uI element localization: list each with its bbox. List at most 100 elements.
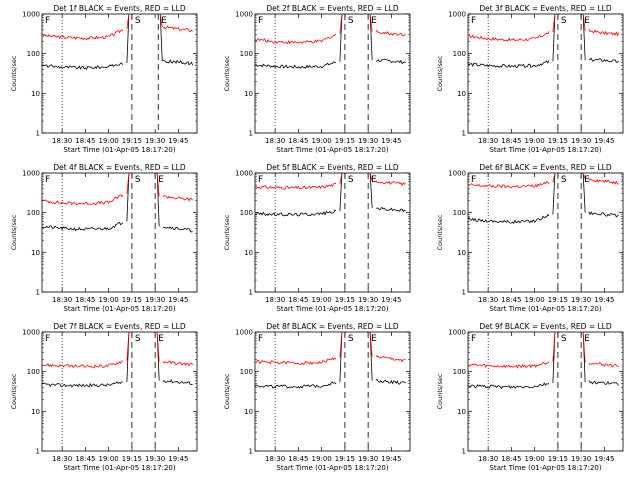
events-line-rise xyxy=(339,13,343,62)
x-tick-label: 19:15 xyxy=(335,455,355,463)
events-line-recovery xyxy=(159,13,163,62)
x-tick-label: 18:30 xyxy=(478,296,498,304)
marker-label: F xyxy=(471,334,476,344)
x-tick-label: 19:45 xyxy=(594,137,614,145)
plot-frame xyxy=(41,13,198,134)
x-tick-label: 19:45 xyxy=(594,296,614,304)
x-axis-label: Start Time (01-Apr-05 18:17:20) xyxy=(489,146,601,154)
x-tick-label: 19:15 xyxy=(335,296,355,304)
marker-label: F xyxy=(45,16,50,26)
lld-line-rise xyxy=(339,13,343,34)
events-line xyxy=(254,58,406,69)
y-axis-label: Counts/sec xyxy=(10,214,18,250)
x-tick-label: 19:30 xyxy=(358,137,378,145)
events-line-recovery xyxy=(156,172,160,227)
panel-det-1: Det 1f BLACK = Events, RED = LLD 1 10 100 10… xyxy=(10,4,198,154)
x-tick-label: 19:45 xyxy=(594,455,614,463)
y-tick-label: 1 xyxy=(249,130,253,138)
y-tick-label: 1 xyxy=(462,130,466,138)
panel-det-7: Det 7f BLACK = Events, RED = LLD 1 10 100 10… xyxy=(10,322,198,472)
marker-label: E xyxy=(584,334,590,344)
x-tick-label: 18:45 xyxy=(288,137,308,145)
x-tick-label: 19:45 xyxy=(381,296,401,304)
x-tick-label: 18:45 xyxy=(75,455,95,463)
marker-label: S xyxy=(135,334,141,344)
events-line xyxy=(254,378,406,389)
y-tick-label: 100 xyxy=(27,50,40,58)
lld-line-recovery xyxy=(369,172,373,182)
events-line xyxy=(41,221,193,233)
x-axis-label: Start Time (01-Apr-05 18:17:20) xyxy=(63,146,175,154)
lld-line-rise xyxy=(339,172,343,185)
x-axis-label: Start Time (01-Apr-05 18:17:20) xyxy=(489,305,601,313)
marker-label: E xyxy=(584,16,590,26)
events-line-recovery xyxy=(369,13,373,61)
x-tick-label: 19:15 xyxy=(548,137,568,145)
x-axis-label: Start Time (01-Apr-05 18:17:20) xyxy=(489,464,601,472)
y-tick-label: 100 xyxy=(240,209,253,217)
panel-title: Det 3f BLACK = Events, RED = LLD xyxy=(479,4,612,13)
lld-line-recovery xyxy=(582,172,586,180)
y-tick-label: 1000 xyxy=(22,170,40,178)
marker-label: S xyxy=(561,175,567,185)
events-line-recovery xyxy=(582,13,586,60)
marker-label: E xyxy=(158,334,164,344)
plot-frame xyxy=(467,331,624,452)
x-tick-label: 19:00 xyxy=(312,296,332,304)
panel-det-2: Det 2f BLACK = Events, RED = LLD 1 10 100 10… xyxy=(223,4,411,154)
lld-line-rise xyxy=(339,331,343,358)
y-tick-label: 100 xyxy=(240,50,253,58)
events-line xyxy=(467,380,620,389)
x-tick-label: 19:30 xyxy=(358,455,378,463)
marker-label: S xyxy=(348,16,354,26)
y-axis-label: Counts/sec xyxy=(436,55,444,91)
plot-frame xyxy=(254,331,411,452)
y-axis-label: Counts/sec xyxy=(436,373,444,409)
x-tick-label: 19:30 xyxy=(571,137,591,145)
y-axis-label: Counts/sec xyxy=(223,214,231,250)
marker-label: S xyxy=(135,16,141,26)
x-tick-label: 19:15 xyxy=(335,137,355,145)
y-axis-label: Counts/sec xyxy=(10,373,18,409)
y-tick-label: 100 xyxy=(453,368,466,376)
panel-det-9: Det 9f BLACK = Events, RED = LLD 1 10 100 10… xyxy=(436,322,624,472)
y-tick-label: 1000 xyxy=(235,11,253,19)
plot-frame xyxy=(467,172,624,293)
y-tick-label: 10 xyxy=(31,249,40,257)
panel-title: Det 4f BLACK = Events, RED = LLD xyxy=(53,163,186,172)
plot-frame xyxy=(41,331,198,452)
x-tick-label: 19:15 xyxy=(548,455,568,463)
x-tick-label: 19:00 xyxy=(525,455,545,463)
lld-line-rise xyxy=(552,172,556,183)
panel-det-5: Det 5f BLACK = Events, RED = LLD 1 10 100 10… xyxy=(223,163,411,313)
lld-line xyxy=(41,25,193,41)
y-tick-label: 1000 xyxy=(235,329,253,337)
x-tick-label: 18:30 xyxy=(265,455,285,463)
marker-label: F xyxy=(258,16,263,26)
events-line xyxy=(467,211,620,224)
y-tick-label: 10 xyxy=(457,249,466,257)
panel-title: Det 8f BLACK = Events, RED = LLD xyxy=(266,322,399,331)
y-tick-label: 10 xyxy=(457,408,466,416)
panel-det-8: Det 8f BLACK = Events, RED = LLD 1 10 100 10… xyxy=(223,322,411,472)
x-tick-label: 19:45 xyxy=(168,296,188,304)
lld-line-recovery xyxy=(159,13,163,28)
x-tick-label: 19:00 xyxy=(312,137,332,145)
events-line xyxy=(254,206,406,217)
lld-line-rise xyxy=(552,331,556,362)
marker-label: F xyxy=(258,175,263,185)
marker-label: F xyxy=(45,175,50,185)
y-tick-label: 1000 xyxy=(448,329,466,337)
y-tick-label: 1000 xyxy=(235,170,253,178)
x-axis-label: Start Time (01-Apr-05 18:17:20) xyxy=(63,464,175,472)
events-line-recovery xyxy=(582,172,586,213)
x-tick-label: 19:30 xyxy=(358,296,378,304)
y-tick-label: 100 xyxy=(27,209,40,217)
marker-label: S xyxy=(348,334,354,344)
lld-line xyxy=(254,355,406,366)
x-axis-label: Start Time (01-Apr-05 18:17:20) xyxy=(276,305,388,313)
x-tick-label: 19:45 xyxy=(381,455,401,463)
y-tick-label: 10 xyxy=(244,90,253,98)
panel-det-4: Det 4f BLACK = Events, RED = LLD 1 10 100 10… xyxy=(10,163,198,313)
events-line xyxy=(41,378,193,388)
